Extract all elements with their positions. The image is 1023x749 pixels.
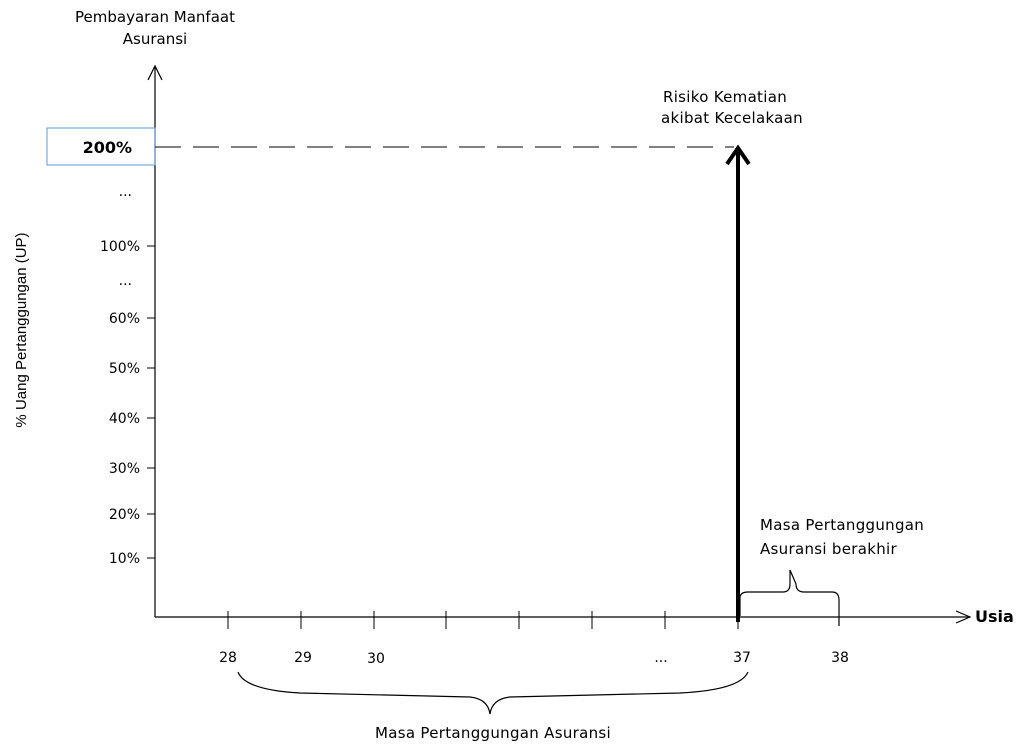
y-tick-label-60: 60% [109,311,140,327]
x-tick-label-ellipsis: ... [654,650,667,666]
y-tick-label-10: 10% [109,551,140,567]
y-tick-label-50: 50% [109,361,140,377]
x-axis-label: Usia [975,607,1014,626]
event-label-line-2: akibat Kecelakaan [661,109,803,127]
y-axis-title-line-1: Pembayaran Manfaat [75,8,235,26]
y-tick-label-100: 100% [100,239,140,255]
coverage-end-bracket [739,569,840,626]
x-tick-label-37: 37 [733,650,751,666]
coverage-period-brace [237,671,749,715]
y-axis-label: % Uang Pertanggungan (UP) [13,232,30,427]
y-axis-arrowhead [147,64,163,81]
y-axis-title-line-2: Asuransi [123,30,187,48]
x-tick-label-28: 28 [219,650,237,666]
y-tick-label-ellipsis-1: ... [119,184,132,200]
x-tick-label-29: 29 [294,650,312,666]
y-tick-label-20: 20% [109,507,140,523]
y-tick-label-200: 200% [83,138,132,157]
end-label-line-1: Masa Pertanggungan [760,516,924,534]
x-axis-arrowhead [955,610,972,624]
event-arrow-head [725,144,751,166]
x-tick-label-38: 38 [831,650,849,666]
y-tick-label-40: 40% [109,411,140,427]
end-label-line-2: Asuransi berakhir [760,540,897,558]
event-label-line-1: Risiko Kematian [663,88,787,106]
x-tick-label-30: 30 [367,651,385,667]
coverage-period-label: Masa Pertanggungan Asuransi [375,724,611,742]
y-tick-label-30: 30% [109,461,140,477]
y-tick-label-ellipsis-2: ... [119,273,132,289]
